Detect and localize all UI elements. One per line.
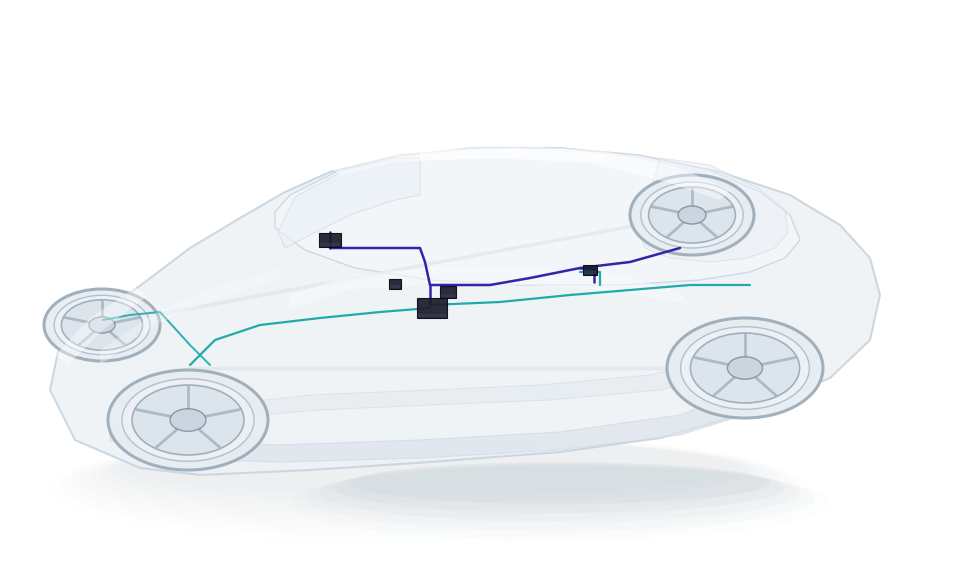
Polygon shape [640, 158, 788, 262]
Polygon shape [100, 268, 285, 365]
Polygon shape [278, 158, 420, 248]
Ellipse shape [122, 379, 254, 461]
Polygon shape [50, 148, 880, 475]
Polygon shape [420, 148, 610, 162]
Ellipse shape [728, 357, 762, 379]
Bar [583, 265, 597, 275]
Ellipse shape [44, 289, 160, 361]
Bar [390, 285, 400, 288]
Ellipse shape [690, 333, 800, 403]
Ellipse shape [320, 464, 800, 522]
Ellipse shape [54, 295, 150, 355]
Ellipse shape [350, 462, 770, 504]
Ellipse shape [120, 441, 740, 496]
Ellipse shape [132, 385, 244, 455]
Bar [418, 314, 446, 317]
Ellipse shape [170, 409, 206, 431]
Ellipse shape [667, 318, 823, 418]
Bar [417, 298, 447, 318]
Ellipse shape [681, 327, 809, 409]
Ellipse shape [61, 300, 143, 350]
Ellipse shape [649, 187, 735, 243]
Polygon shape [275, 148, 800, 285]
Polygon shape [55, 288, 148, 365]
Polygon shape [155, 328, 800, 435]
Bar [319, 233, 341, 247]
Bar [320, 243, 340, 246]
Ellipse shape [678, 206, 706, 224]
Ellipse shape [641, 182, 743, 248]
Ellipse shape [108, 370, 268, 470]
Polygon shape [110, 355, 820, 462]
Bar [440, 286, 456, 298]
Bar [389, 279, 401, 289]
Ellipse shape [335, 463, 785, 513]
Polygon shape [330, 145, 730, 200]
Ellipse shape [89, 317, 115, 333]
Polygon shape [288, 268, 690, 310]
Bar [584, 271, 596, 274]
Ellipse shape [110, 439, 750, 503]
Ellipse shape [630, 175, 754, 255]
Bar [441, 294, 455, 297]
